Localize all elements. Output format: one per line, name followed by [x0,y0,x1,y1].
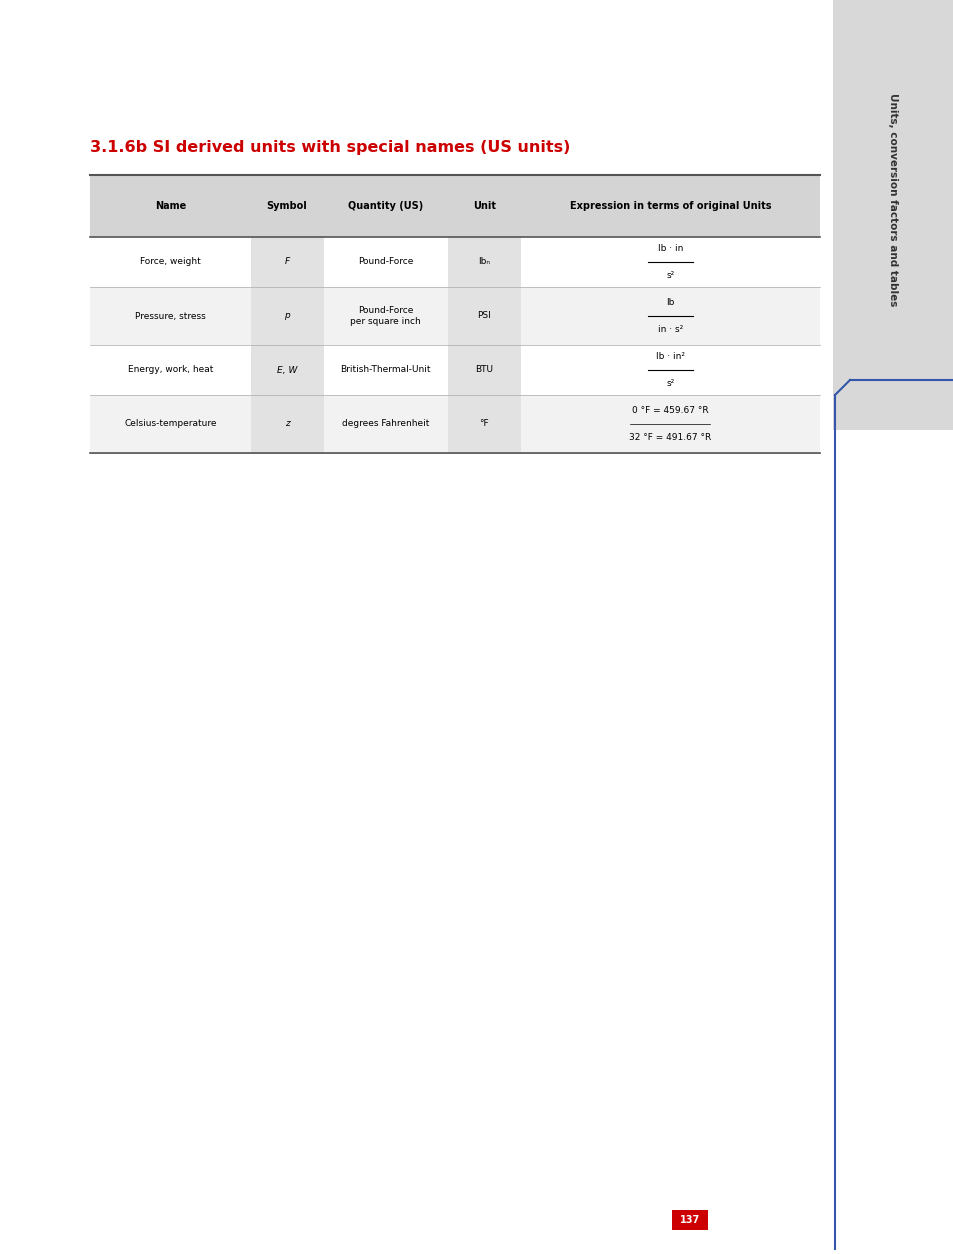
Text: Expression in terms of original Units: Expression in terms of original Units [569,201,770,211]
Text: Units, conversion factors and tables: Units, conversion factors and tables [887,93,898,307]
Text: p: p [284,311,290,321]
Text: Force, weight: Force, weight [140,257,200,267]
Bar [251,395,323,453]
Bar [90,176,820,237]
Text: Pound-Force: Pound-Force [357,257,413,267]
Text: Quantity (US): Quantity (US) [348,201,423,211]
Text: Pound-Force
per square inch: Pound-Force per square inch [350,306,420,326]
Bar [520,395,820,453]
Bar [447,237,520,287]
Text: s²: s² [665,379,674,387]
Text: 137: 137 [679,1215,700,1225]
Text: lb · in: lb · in [657,245,682,253]
Text: Name: Name [154,201,186,211]
Text: z: z [284,420,289,429]
Text: F: F [284,257,290,267]
Text: Symbol: Symbol [267,201,307,211]
Text: E, W: E, W [276,365,297,375]
Bar [90,237,251,287]
Text: lb · in²: lb · in² [655,352,684,361]
Bar [447,395,520,453]
Text: British-Thermal-Unit: British-Thermal-Unit [340,365,431,375]
Bar [90,287,251,345]
Bar [323,237,447,287]
Bar [90,345,251,395]
Text: Unit: Unit [472,201,496,211]
Bar [251,287,323,345]
Text: lb: lb [665,298,674,307]
Text: Energy, work, heat: Energy, work, heat [128,365,213,375]
Bar [251,237,323,287]
Text: 32 °F = 491.67 °R: 32 °F = 491.67 °R [629,433,711,441]
Bar [520,345,820,395]
Bar [447,345,520,395]
Text: 3.1.6b SI derived units with special names (US units): 3.1.6b SI derived units with special nam… [90,140,570,155]
Bar [323,345,447,395]
Text: s²: s² [665,271,674,280]
Text: degrees Fahrenheit: degrees Fahrenheit [341,420,429,429]
Bar [520,237,820,287]
Text: °F: °F [479,420,489,429]
Bar [447,287,520,345]
Text: Pressure, stress: Pressure, stress [134,311,206,321]
Bar [323,395,447,453]
Text: 0 °F = 459.67 °R: 0 °F = 459.67 °R [632,406,708,415]
Text: lbₙ: lbₙ [477,257,490,267]
Text: in · s²: in · s² [657,325,682,334]
Bar [520,287,820,345]
Bar [90,395,251,453]
Text: Celsius-temperature: Celsius-temperature [124,420,216,429]
Text: BTU: BTU [475,365,493,375]
Bar [323,287,447,345]
Bar [671,1210,707,1230]
Text: PSI: PSI [476,311,491,321]
Bar [251,345,323,395]
Bar [832,0,953,430]
